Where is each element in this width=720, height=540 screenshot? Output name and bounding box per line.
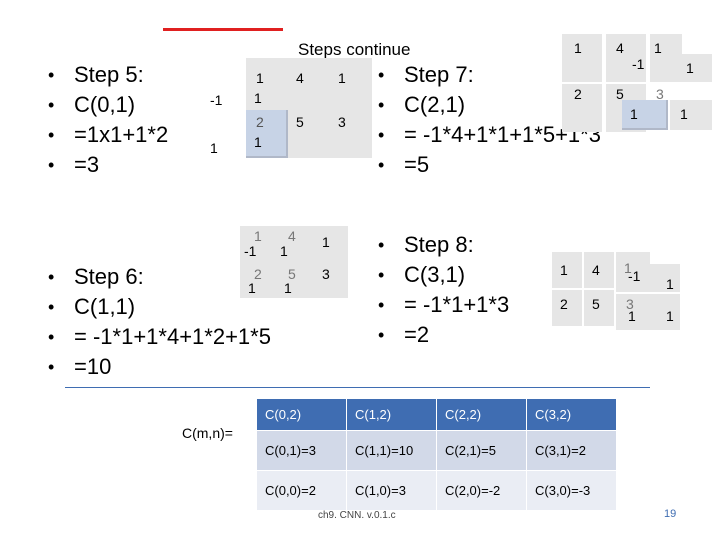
separator-line (65, 387, 650, 388)
input-cell: 1 (562, 34, 602, 82)
kernel-cell: 1 (682, 54, 712, 82)
bullet-item: • = -1*1+1*3 (378, 292, 510, 317)
input-cell: 3 (312, 262, 348, 298)
slide-subtitle: Steps continue (298, 40, 411, 59)
kernel-cell: 1 (670, 100, 712, 130)
bullet-item: • C(0,1) (48, 92, 136, 117)
input-cell: 1 (330, 58, 372, 110)
input-cell: 2 (562, 84, 602, 132)
input-cell: 1 -1 (632, 34, 682, 82)
bullet-item: • C(3,1) (378, 262, 466, 287)
table-row: C(0,1)=3 C(1,1)=10 C(2,1)=5 C(3,1)=2 (256, 430, 617, 471)
title-underline (163, 28, 283, 31)
table-cell: C(3,2) (526, 398, 617, 431)
step6-bullets: • Step 6: • C(1,1) • = -1*1+1*4+1*2+1*5 • =1… (48, 262, 271, 382)
table-row: C(0,2) C(1,2) C(2,2) C(3,2) (256, 398, 617, 431)
kernel-cell: 1 (650, 264, 680, 292)
bullet-item: • =2 (378, 322, 430, 347)
bullet-item: • C(1,1) (48, 294, 136, 319)
bullet-item: • = -1*1+1*4+1*2+1*5 (48, 324, 271, 349)
footer-text: ch9. CNN. v.0.1.c (318, 510, 396, 521)
input-cell: 1 -1 (616, 252, 650, 292)
kernel-cell: 1 (650, 294, 680, 330)
input-cell: 5 (288, 110, 330, 158)
input-cell: 4 (288, 58, 330, 110)
kernel-cell: 1 (210, 140, 218, 156)
table-cell: C(1,1)=10 (346, 430, 437, 471)
bullet-item: • Step 7: (378, 62, 474, 87)
bullet-item: • Step 8: (378, 232, 474, 257)
bullet-item: • C(2,1) (378, 92, 466, 117)
input-cell: 4 (606, 34, 646, 82)
input-cell: 5 (584, 290, 614, 326)
table-row: C(0,0)=2 C(1,0)=3 C(2,0)=-2 C(3,0)=-3 (256, 470, 617, 511)
input-cell: 1 (552, 252, 582, 288)
input-cell: 1 (312, 226, 348, 262)
bullet-item: • =3 (48, 152, 100, 177)
table-cell: C(0,2) (256, 398, 347, 431)
table-cell: C(2,2) (436, 398, 527, 431)
input-cell: 3 (330, 110, 372, 158)
bullet-item: • Step 5: (48, 62, 144, 87)
step5-bullets: • Step 5: • C(0,1) • =1x1+1*2 • =3 (48, 60, 168, 180)
table-cell: C(0,1)=3 (256, 430, 347, 471)
table-cell: C(3,0)=-3 (526, 470, 617, 511)
bullet-item: • =1x1+1*2 (48, 122, 169, 147)
cmn-label: C(m,n)= (182, 425, 233, 441)
page-number: 19 (664, 508, 677, 520)
step7-bullets: • Step 7: • C(2,1) • = -1*4+1*1+1*5+1*3 • =5 (378, 60, 601, 180)
table-cell: C(3,1)=2 (526, 430, 617, 471)
table-cell: C(2,0)=-2 (436, 470, 527, 511)
step8-bullets: • Step 8: • C(3,1) • = -1*1+1*3 • =2 (378, 230, 509, 350)
input-cell: 4 (584, 252, 614, 288)
input-cell: 1 -1 (240, 226, 276, 262)
bullet-item: • =10 (48, 354, 112, 379)
table-cell: C(1,2) (346, 398, 437, 431)
table-cell: C(1,0)=3 (346, 470, 437, 511)
kernel-cell: -1 (210, 92, 223, 108)
table-cell: C(2,1)=5 (436, 430, 527, 471)
bullet-item: • Step 6: (48, 264, 144, 289)
bullet-item: • =5 (378, 152, 430, 177)
input-cell: 2 (552, 290, 582, 326)
result-table: C(0,2) C(1,2) C(2,2) C(3,2) C(0,1)=3 C(1… (256, 398, 617, 511)
table-cell: C(0,0)=2 (256, 470, 347, 511)
